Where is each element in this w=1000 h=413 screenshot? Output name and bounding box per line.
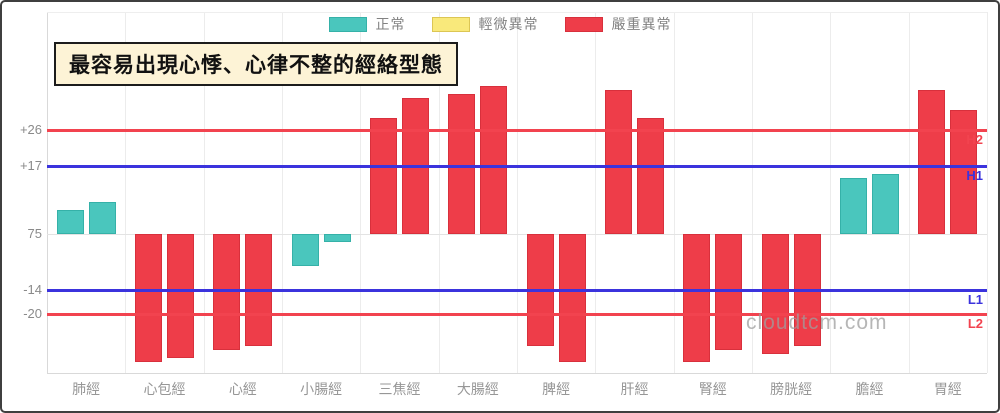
gridline-vertical (360, 12, 362, 373)
x-axis-line (47, 373, 987, 374)
bar-大腸經-2 (480, 86, 508, 234)
reference-line-L1 (47, 288, 987, 292)
y-axis-tick: 75 (27, 226, 42, 241)
x-axis-label-肝經: 肝經 (620, 381, 649, 397)
x-axis-label-腎經: 腎經 (698, 381, 727, 397)
reference-line-label-H1: H1 (966, 168, 983, 183)
legend-item-mild[interactable]: 輕微異常 (431, 14, 539, 34)
legend-swatch-mild (431, 16, 470, 32)
bar-大腸經-1 (448, 94, 476, 234)
y-axis-tick: -14 (23, 282, 42, 297)
x-axis-label-三焦經: 三焦經 (378, 381, 421, 397)
reference-line-H1 (47, 164, 987, 168)
bar-肺經-2 (88, 202, 116, 234)
y-axis-tick: -20 (23, 306, 42, 321)
reference-line-H2 (47, 128, 987, 132)
x-axis-label-胃經: 胃經 (933, 381, 962, 397)
gridline-vertical (203, 12, 205, 373)
legend-label: 輕微異常 (478, 16, 539, 32)
gridline-vertical (673, 12, 675, 373)
bar-小腸經-2 (323, 234, 351, 242)
gridline-vertical (438, 12, 440, 373)
chart-title-box: 最容易出現心悸、心律不整的經絡型態 (54, 42, 458, 86)
watermark-text: cloudtcm.com (746, 311, 888, 334)
reference-line-label-H2: H2 (966, 132, 983, 147)
bar-心包經-2 (167, 234, 194, 358)
bar-三焦經-1 (370, 118, 397, 234)
gridline-vertical (282, 12, 283, 373)
x-axis-label-心經: 心經 (228, 381, 257, 397)
gridline-vertical (47, 12, 48, 373)
legend-item-normal[interactable]: 正常 (328, 14, 406, 34)
reference-line-label-L1: L1 (967, 292, 983, 307)
bar-脾經-2 (558, 234, 586, 362)
y-axis-tick: +26 (19, 122, 42, 137)
reference-line-L2 (47, 312, 987, 316)
y-axis-tick: +17 (19, 158, 42, 173)
x-axis-label-膽經: 膽經 (855, 381, 884, 397)
bar-肝經-2 (637, 118, 664, 234)
bar-胃經-1 (918, 90, 946, 234)
chart-title: 最容易出現心悸、心律不整的經絡型態 (69, 54, 443, 77)
gridline-vertical (595, 12, 597, 373)
bar-肝經-1 (605, 90, 632, 234)
legend-label: 嚴重異常 (611, 16, 672, 32)
bar-膀胱經-1 (761, 234, 789, 354)
bar-肺經-1 (56, 210, 84, 234)
legend-swatch-severe (564, 16, 603, 32)
gridline-zero-baseline (47, 234, 987, 235)
legend-swatch-normal (328, 16, 367, 32)
bar-心經-1 (213, 234, 241, 350)
gridline-vertical (908, 12, 910, 373)
bar-小腸經-1 (291, 234, 319, 266)
x-axis-label-心包經: 心包經 (143, 381, 186, 397)
bar-腎經-1 (683, 234, 711, 362)
x-axis-label-小腸經: 小腸經 (300, 381, 343, 397)
x-axis-label-肺經: 肺經 (72, 381, 101, 397)
bar-膽經-2 (872, 174, 899, 234)
gridline-plot-top (47, 12, 987, 13)
gridline-vertical (752, 12, 753, 373)
reference-line-label-L2: L2 (967, 316, 983, 331)
bar-心包經-1 (135, 234, 162, 362)
gridline-vertical (987, 12, 988, 373)
x-axis-label-脾經: 脾經 (542, 381, 571, 397)
gridline-vertical (517, 12, 518, 373)
legend-label: 正常 (375, 16, 406, 32)
bar-膽經-1 (840, 178, 867, 234)
bar-腎經-2 (715, 234, 743, 350)
legend-item-severe[interactable]: 嚴重異常 (564, 14, 672, 34)
chart-legend: 正常 輕微異常 嚴重異常 (2, 14, 998, 34)
x-axis-label-膀胱經: 膀胱經 (770, 381, 813, 397)
x-axis-label-大腸經: 大腸經 (456, 381, 499, 397)
gridline-vertical (125, 12, 127, 373)
gridline-vertical (830, 12, 832, 373)
